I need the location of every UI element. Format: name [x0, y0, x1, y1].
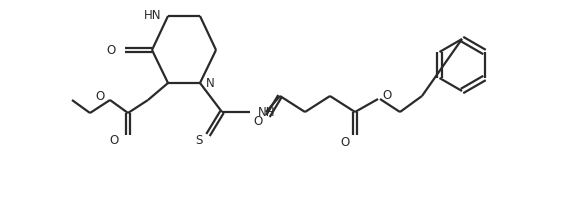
- Text: NH: NH: [258, 106, 276, 118]
- Text: HN: HN: [144, 9, 161, 22]
- Text: O: O: [341, 136, 350, 149]
- Text: S: S: [196, 134, 203, 146]
- Text: N: N: [206, 77, 215, 90]
- Text: O: O: [107, 43, 116, 56]
- Text: O: O: [382, 88, 391, 101]
- Text: O: O: [110, 134, 119, 146]
- Text: O: O: [254, 114, 263, 127]
- Text: O: O: [96, 90, 105, 103]
